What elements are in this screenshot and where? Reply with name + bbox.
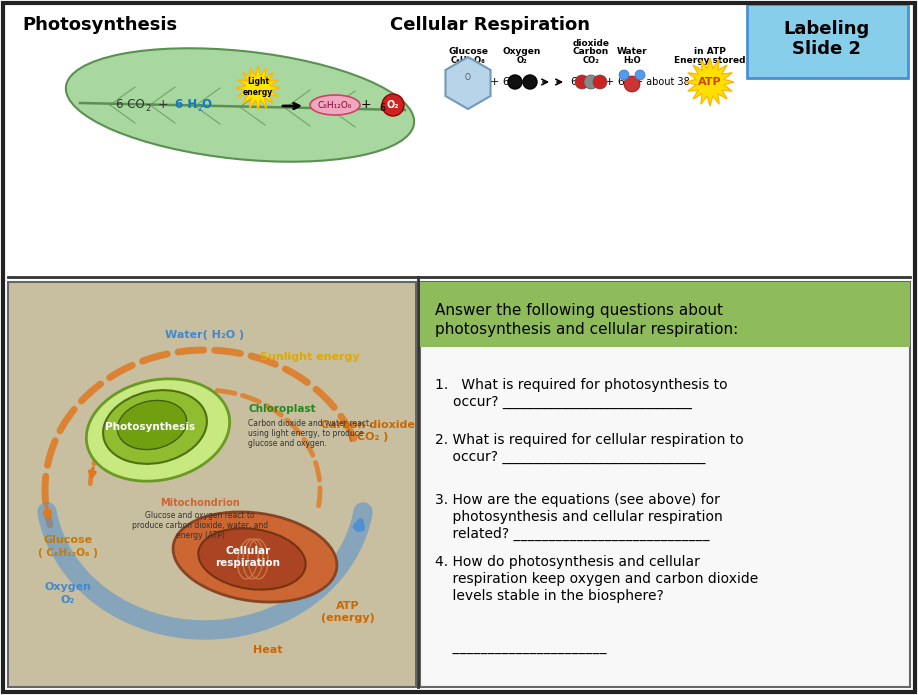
Circle shape (619, 70, 629, 80)
Text: + about 38: + about 38 (634, 77, 689, 87)
Circle shape (575, 75, 589, 89)
Text: Carbon dioxide: Carbon dioxide (321, 420, 415, 430)
Ellipse shape (174, 512, 337, 602)
Text: Heat: Heat (253, 645, 283, 655)
Polygon shape (236, 66, 280, 110)
Text: 4. How do photosynthesis and cellular: 4. How do photosynthesis and cellular (435, 555, 700, 569)
Text: dioxide: dioxide (573, 38, 610, 47)
Circle shape (593, 75, 607, 89)
Text: +: + (361, 97, 371, 111)
Text: 1.   What is required for photosynthesis to: 1. What is required for photosynthesis t… (435, 378, 728, 392)
Polygon shape (445, 57, 490, 109)
Text: using light energy, to produce: using light energy, to produce (248, 429, 364, 437)
Text: in ATP: in ATP (694, 47, 726, 56)
Text: +: + (158, 97, 168, 111)
Text: Cellular
respiration: Cellular respiration (216, 546, 281, 568)
Circle shape (624, 76, 640, 92)
Text: glucose and oxygen.: glucose and oxygen. (248, 439, 327, 448)
Text: + 6: + 6 (490, 77, 509, 87)
Text: O: O (465, 72, 471, 81)
Text: related? ____________________________: related? ____________________________ (435, 527, 710, 541)
Text: levels stable in the biosphere?: levels stable in the biosphere? (435, 589, 664, 603)
Text: 6 H: 6 H (174, 97, 197, 111)
Text: respiration keep oxygen and carbon dioxide: respiration keep oxygen and carbon dioxi… (435, 572, 758, 586)
Text: H₂O: H₂O (623, 56, 641, 65)
Text: Mitochondrion: Mitochondrion (160, 498, 240, 508)
Text: C₆H₁₂O₆: C₆H₁₂O₆ (318, 101, 353, 110)
Text: CO₂: CO₂ (583, 56, 599, 65)
Text: Photosynthesis: Photosynthesis (105, 422, 195, 432)
Text: ( C₆H₁₂O₆ ): ( C₆H₁₂O₆ ) (38, 548, 98, 558)
Circle shape (635, 70, 645, 80)
Ellipse shape (310, 95, 360, 115)
Text: + 6: + 6 (605, 77, 625, 87)
FancyBboxPatch shape (420, 282, 910, 687)
Ellipse shape (118, 400, 186, 450)
Text: Water: Water (617, 47, 647, 56)
Text: Glucose and oxygen react to: Glucose and oxygen react to (145, 511, 255, 519)
Circle shape (584, 75, 598, 89)
FancyBboxPatch shape (8, 282, 416, 687)
Text: occur? _____________________________: occur? _____________________________ (435, 450, 705, 464)
Text: Glucose: Glucose (448, 47, 488, 56)
Text: 2. What is required for cellular respiration to: 2. What is required for cellular respira… (435, 433, 744, 447)
Text: photosynthesis and cellular respiration: photosynthesis and cellular respiration (435, 510, 722, 524)
Text: O₂: O₂ (61, 595, 75, 605)
Text: ( CO₂ ): ( CO₂ ) (348, 432, 388, 442)
Text: Answer the following questions about
photosynthesis and cellular respiration:: Answer the following questions about pho… (435, 302, 738, 337)
Text: energy (ATP): energy (ATP) (175, 530, 224, 539)
Polygon shape (686, 58, 734, 106)
Text: Light
energy: Light energy (243, 77, 274, 97)
Ellipse shape (198, 528, 306, 589)
Text: Glucose: Glucose (43, 535, 93, 545)
Text: 6 CO: 6 CO (116, 97, 144, 111)
Ellipse shape (103, 390, 207, 464)
FancyBboxPatch shape (420, 282, 910, 347)
Text: Cellular Respiration: Cellular Respiration (390, 16, 590, 34)
Text: occur? ___________________________: occur? ___________________________ (453, 395, 692, 409)
Text: 2: 2 (197, 104, 203, 113)
Text: C₆H₁₂O₆: C₆H₁₂O₆ (451, 56, 486, 65)
Text: Sunlight energy: Sunlight energy (260, 352, 360, 362)
Ellipse shape (86, 379, 230, 481)
Text: Carbon dioxide and water react,: Carbon dioxide and water react, (248, 418, 372, 427)
Circle shape (523, 75, 537, 89)
Text: Photosynthesis: Photosynthesis (22, 16, 177, 34)
Text: O₂: O₂ (517, 56, 527, 65)
Text: 3. How are the equations (see above) for: 3. How are the equations (see above) for (435, 493, 720, 507)
Text: 6: 6 (379, 103, 385, 113)
Text: Chloroplast: Chloroplast (248, 404, 316, 414)
Text: O: O (201, 97, 211, 111)
Circle shape (508, 75, 522, 89)
Text: ATP
(energy): ATP (energy) (321, 601, 375, 623)
Text: 6: 6 (570, 77, 577, 87)
FancyBboxPatch shape (747, 4, 908, 78)
Text: 2: 2 (145, 104, 151, 113)
Text: Energy stored: Energy stored (674, 56, 745, 65)
Text: Water( H₂O ): Water( H₂O ) (165, 330, 244, 340)
Text: O₂: O₂ (386, 100, 399, 110)
Text: Oxygen: Oxygen (503, 47, 542, 56)
Text: Carbon: Carbon (573, 47, 610, 56)
Text: ______________________: ______________________ (435, 640, 607, 654)
Circle shape (382, 94, 404, 116)
Text: produce carbon dioxide, water, and: produce carbon dioxide, water, and (132, 521, 268, 530)
Text: ATP: ATP (699, 77, 722, 87)
Text: Labeling
Slide 2: Labeling Slide 2 (784, 19, 870, 58)
Text: Oxygen: Oxygen (44, 582, 92, 592)
Ellipse shape (66, 48, 414, 162)
